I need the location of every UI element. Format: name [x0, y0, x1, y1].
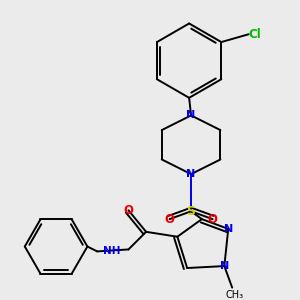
Text: N: N — [220, 261, 229, 271]
Text: N: N — [187, 169, 196, 179]
Text: NH: NH — [103, 246, 121, 256]
Text: O: O — [124, 204, 134, 217]
Text: N: N — [187, 110, 196, 120]
Text: CH₃: CH₃ — [225, 290, 243, 300]
Text: O: O — [165, 213, 175, 226]
Text: N: N — [224, 224, 233, 234]
Text: O: O — [208, 213, 218, 226]
Text: S: S — [187, 205, 196, 218]
Text: Cl: Cl — [249, 28, 262, 41]
